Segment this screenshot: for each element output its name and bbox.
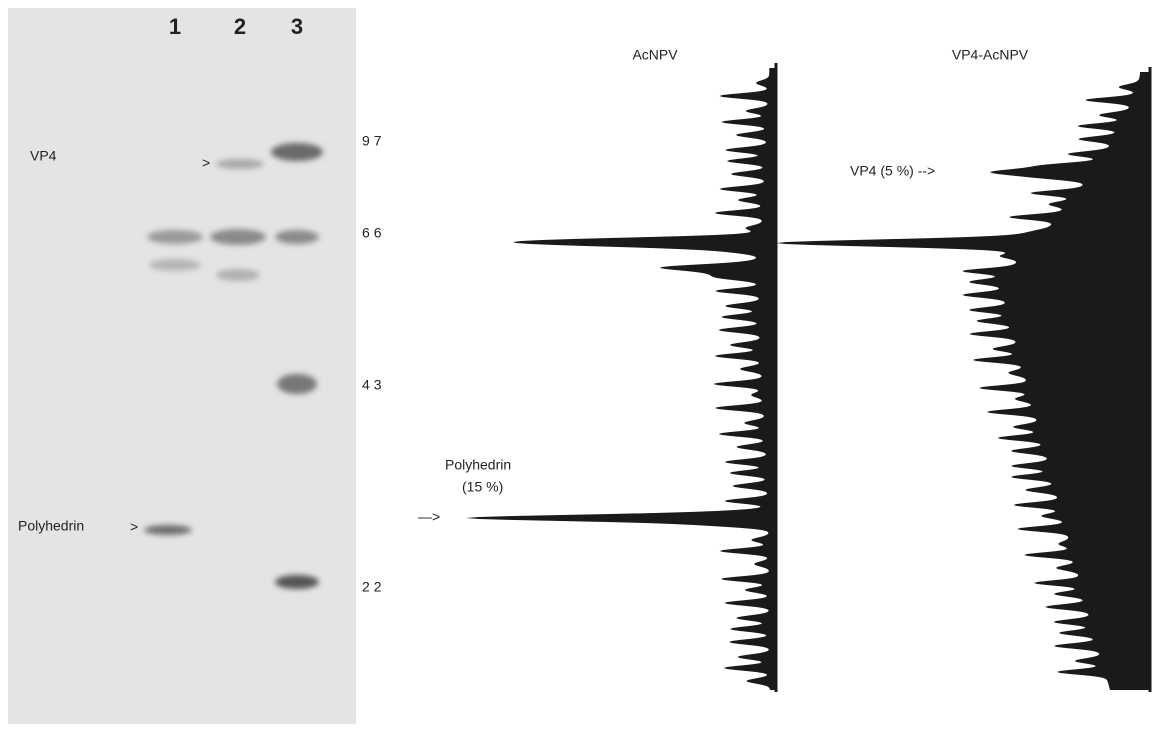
band	[149, 259, 201, 271]
mw-marker: 22	[362, 579, 386, 595]
band	[216, 159, 264, 169]
annotation: (15 %)	[462, 479, 503, 495]
band-marker: >	[202, 155, 210, 171]
annotation: VP4 (5 %) -->	[850, 163, 935, 179]
band-label: Polyhedrin	[18, 518, 84, 534]
band	[275, 575, 319, 589]
mw-marker: 66	[362, 225, 386, 241]
annotation: Polyhedrin	[445, 457, 511, 473]
lane-label: 2	[234, 14, 246, 39]
trace-title: VP4-AcNPV	[952, 47, 1029, 63]
band	[275, 230, 319, 244]
gel	[8, 8, 356, 724]
band	[144, 525, 192, 535]
lane-label: 1	[169, 14, 181, 39]
mw-marker: 97	[362, 133, 386, 149]
band	[147, 230, 203, 244]
annotation-arrow: —>	[418, 509, 440, 525]
trace-title: AcNPV	[632, 47, 678, 63]
figure: 1 2 3 VP4 > Polyhedrin > 97 66 43 22 AcN…	[0, 0, 1165, 730]
band	[277, 374, 317, 394]
band	[216, 269, 260, 281]
band	[210, 229, 266, 245]
band-marker: >	[130, 519, 138, 535]
mw-marker: 43	[362, 377, 386, 393]
band-label: VP4	[30, 148, 57, 164]
lane-label: 3	[291, 14, 303, 39]
band	[271, 143, 323, 161]
